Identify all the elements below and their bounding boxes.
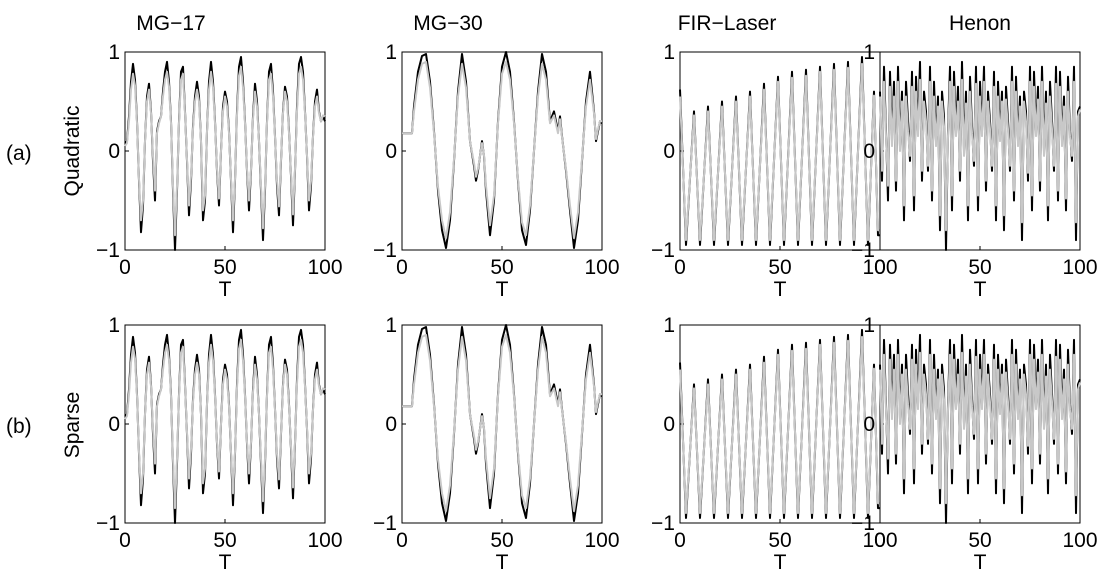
- series-target-line: [679, 56, 880, 246]
- x-tick-label: 50: [968, 529, 991, 552]
- y-tick-label: −1: [96, 239, 120, 262]
- x-axis-label: T: [774, 551, 787, 574]
- x-axis-label: T: [496, 278, 509, 301]
- x-tick-label: 0: [674, 529, 686, 552]
- series-prediction-line: [124, 65, 326, 237]
- x-tick-label: 0: [396, 256, 408, 279]
- x-tick-label: 50: [768, 529, 791, 552]
- y-tick-label: −1: [651, 239, 675, 262]
- x-axis-label: T: [496, 551, 509, 574]
- x-tick-label: 0: [396, 529, 408, 552]
- y-tick-label: 0: [663, 413, 675, 436]
- y-tick-label: 1: [385, 41, 397, 64]
- x-tick-label: 100: [862, 529, 897, 552]
- series-prediction-line: [879, 78, 1081, 232]
- y-tick-label: 1: [385, 314, 397, 337]
- series-prediction-line: [679, 62, 880, 242]
- y-tick-label: 0: [385, 413, 397, 436]
- series-prediction-line: [879, 351, 1081, 505]
- y-tick-label: 1: [108, 314, 120, 337]
- row-ylabel-quadratic: Quadratic: [61, 105, 84, 196]
- series-prediction-line: [124, 338, 326, 510]
- y-tick-label: −1: [651, 512, 675, 535]
- x-tick-label: 50: [213, 256, 236, 279]
- x-tick-label: 50: [490, 256, 513, 279]
- x-tick-label: 50: [968, 256, 991, 279]
- y-tick-label: −1: [851, 512, 875, 535]
- x-tick-label: 0: [119, 256, 131, 279]
- x-axis-label: T: [974, 551, 987, 574]
- x-tick-label: 50: [490, 529, 513, 552]
- x-axis-label: T: [974, 278, 987, 301]
- row-tag-a: (a): [6, 142, 32, 165]
- series-prediction-line: [679, 335, 880, 515]
- y-tick-label: 1: [863, 41, 875, 64]
- column-title-mg17: MG−17: [136, 12, 205, 35]
- x-tick-label: 100: [1062, 529, 1097, 552]
- x-tick-label: 50: [768, 256, 791, 279]
- y-tick-label: −1: [851, 239, 875, 262]
- row-ylabel-sparse: Sparse: [61, 392, 84, 459]
- y-tick-label: −1: [373, 512, 397, 535]
- y-tick-label: 0: [108, 140, 120, 163]
- y-tick-label: 0: [863, 140, 875, 163]
- y-tick-label: 1: [108, 41, 120, 64]
- series-prediction-line: [402, 333, 602, 513]
- x-tick-label: 100: [307, 256, 342, 279]
- series-prediction-line: [402, 60, 602, 240]
- y-tick-label: 1: [863, 314, 875, 337]
- y-tick-label: 0: [663, 140, 675, 163]
- x-tick-label: 100: [584, 529, 619, 552]
- column-title-henon: Henon: [949, 12, 1011, 35]
- y-tick-label: 0: [863, 413, 875, 436]
- series-target-line: [402, 324, 603, 522]
- x-tick-label: 50: [213, 529, 236, 552]
- series-target-line: [402, 51, 603, 249]
- column-title-mg30: MG−30: [413, 12, 482, 35]
- y-tick-label: 1: [663, 41, 675, 64]
- y-tick-label: 1: [663, 314, 675, 337]
- x-tick-label: 0: [874, 529, 886, 552]
- x-tick-label: 100: [1062, 256, 1097, 279]
- y-tick-label: 0: [385, 140, 397, 163]
- y-tick-label: −1: [373, 239, 397, 262]
- y-tick-label: 0: [108, 413, 120, 436]
- column-title-firlaser: FIR−Laser: [678, 12, 777, 35]
- y-tick-label: −1: [96, 512, 120, 535]
- row-tag-b: (b): [6, 415, 32, 438]
- x-tick-label: 0: [874, 256, 886, 279]
- x-axis-label: T: [219, 551, 232, 574]
- x-tick-label: 100: [862, 256, 897, 279]
- x-tick-label: 100: [584, 256, 619, 279]
- x-tick-label: 100: [307, 529, 342, 552]
- x-axis-label: T: [219, 278, 232, 301]
- series-target-line: [679, 328, 880, 519]
- x-tick-label: 0: [119, 529, 131, 552]
- x-axis-label: T: [774, 278, 787, 301]
- x-tick-label: 0: [674, 256, 686, 279]
